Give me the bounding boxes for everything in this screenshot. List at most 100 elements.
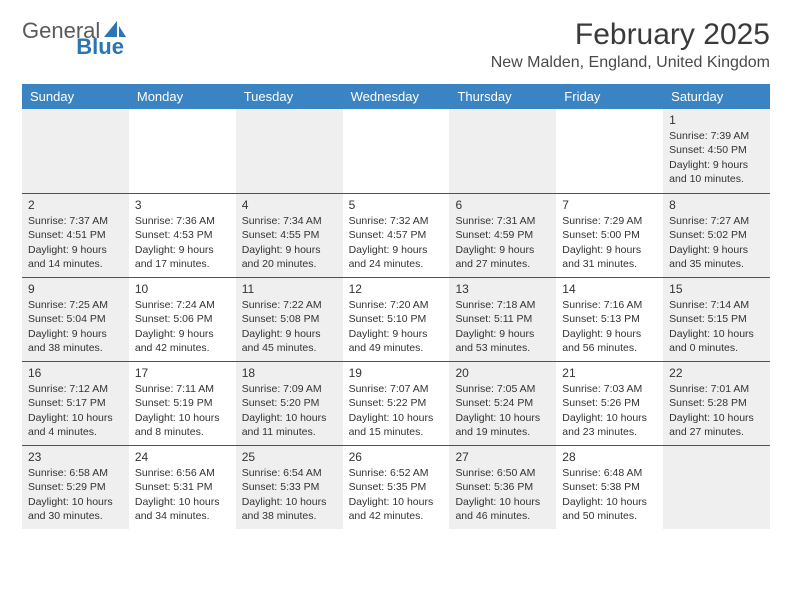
calendar-cell: 2Sunrise: 7:37 AMSunset: 4:51 PMDaylight… [22,194,129,277]
day-number: 8 [669,197,764,213]
calendar-cell: 14Sunrise: 7:16 AMSunset: 5:13 PMDayligh… [556,278,663,361]
sunset-text: Sunset: 4:55 PM [242,228,337,242]
calendar-cell: 16Sunrise: 7:12 AMSunset: 5:17 PMDayligh… [22,362,129,445]
sunrise-text: Sunrise: 7:39 AM [669,129,764,143]
sunset-text: Sunset: 5:02 PM [669,228,764,242]
daylight-text: Daylight: 9 hours and 20 minutes. [242,243,337,271]
calendar-cell: 22Sunrise: 7:01 AMSunset: 5:28 PMDayligh… [663,362,770,445]
sunset-text: Sunset: 4:57 PM [349,228,444,242]
day-number: 28 [562,449,657,465]
sunrise-text: Sunrise: 7:14 AM [669,298,764,312]
calendar-cell: 23Sunrise: 6:58 AMSunset: 5:29 PMDayligh… [22,446,129,529]
daylight-text: Daylight: 10 hours and 27 minutes. [669,411,764,439]
daylight-text: Daylight: 10 hours and 50 minutes. [562,495,657,523]
daylight-text: Daylight: 9 hours and 10 minutes. [669,158,764,186]
daylight-text: Daylight: 10 hours and 11 minutes. [242,411,337,439]
day-number: 18 [242,365,337,381]
calendar-cell: 11Sunrise: 7:22 AMSunset: 5:08 PMDayligh… [236,278,343,361]
day-header: Thursday [449,84,556,109]
sunset-text: Sunset: 5:00 PM [562,228,657,242]
sunset-text: Sunset: 5:15 PM [669,312,764,326]
sunrise-text: Sunrise: 7:05 AM [455,382,550,396]
calendar-cell: 21Sunrise: 7:03 AMSunset: 5:26 PMDayligh… [556,362,663,445]
daylight-text: Daylight: 9 hours and 49 minutes. [349,327,444,355]
calendar-cell [22,109,129,193]
sunset-text: Sunset: 5:26 PM [562,396,657,410]
calendar-cell [556,109,663,193]
sunrise-text: Sunrise: 7:22 AM [242,298,337,312]
page-header: General Blue February 2025 New Malden, E… [22,18,770,72]
sunset-text: Sunset: 5:06 PM [135,312,230,326]
daylight-text: Daylight: 10 hours and 46 minutes. [455,495,550,523]
day-number: 17 [135,365,230,381]
sunset-text: Sunset: 5:19 PM [135,396,230,410]
sunset-text: Sunset: 5:22 PM [349,396,444,410]
sunrise-text: Sunrise: 7:16 AM [562,298,657,312]
calendar-cell: 12Sunrise: 7:20 AMSunset: 5:10 PMDayligh… [343,278,450,361]
day-number: 20 [455,365,550,381]
sunset-text: Sunset: 5:33 PM [242,480,337,494]
day-number: 15 [669,281,764,297]
sunrise-text: Sunrise: 7:27 AM [669,214,764,228]
day-number: 14 [562,281,657,297]
sunrise-text: Sunrise: 6:56 AM [135,466,230,480]
sunrise-text: Sunrise: 6:54 AM [242,466,337,480]
calendar-cell: 10Sunrise: 7:24 AMSunset: 5:06 PMDayligh… [129,278,236,361]
calendar-cell: 18Sunrise: 7:09 AMSunset: 5:20 PMDayligh… [236,362,343,445]
daylight-text: Daylight: 9 hours and 35 minutes. [669,243,764,271]
calendar-cell: 19Sunrise: 7:07 AMSunset: 5:22 PMDayligh… [343,362,450,445]
calendar-cell: 25Sunrise: 6:54 AMSunset: 5:33 PMDayligh… [236,446,343,529]
weeks-container: 1Sunrise: 7:39 AMSunset: 4:50 PMDaylight… [22,109,770,529]
calendar-cell: 5Sunrise: 7:32 AMSunset: 4:57 PMDaylight… [343,194,450,277]
daylight-text: Daylight: 10 hours and 0 minutes. [669,327,764,355]
day-number: 19 [349,365,444,381]
daylight-text: Daylight: 9 hours and 31 minutes. [562,243,657,271]
sunrise-text: Sunrise: 6:52 AM [349,466,444,480]
daylight-text: Daylight: 9 hours and 53 minutes. [455,327,550,355]
sunrise-text: Sunrise: 7:01 AM [669,382,764,396]
day-number: 5 [349,197,444,213]
daylight-text: Daylight: 9 hours and 14 minutes. [28,243,123,271]
sunrise-text: Sunrise: 7:18 AM [455,298,550,312]
sunrise-text: Sunrise: 7:32 AM [349,214,444,228]
day-header: Friday [556,84,663,109]
day-number: 13 [455,281,550,297]
calendar-cell: 15Sunrise: 7:14 AMSunset: 5:15 PMDayligh… [663,278,770,361]
sunrise-text: Sunrise: 7:03 AM [562,382,657,396]
day-number: 11 [242,281,337,297]
calendar-cell: 3Sunrise: 7:36 AMSunset: 4:53 PMDaylight… [129,194,236,277]
day-number: 10 [135,281,230,297]
calendar-cell: 27Sunrise: 6:50 AMSunset: 5:36 PMDayligh… [449,446,556,529]
daylight-text: Daylight: 9 hours and 17 minutes. [135,243,230,271]
daylight-text: Daylight: 10 hours and 15 minutes. [349,411,444,439]
week-row: 2Sunrise: 7:37 AMSunset: 4:51 PMDaylight… [22,193,770,277]
daylight-text: Daylight: 10 hours and 30 minutes. [28,495,123,523]
title-block: February 2025 New Malden, England, Unite… [491,18,770,72]
calendar-cell: 17Sunrise: 7:11 AMSunset: 5:19 PMDayligh… [129,362,236,445]
sunrise-text: Sunrise: 6:58 AM [28,466,123,480]
calendar-cell: 7Sunrise: 7:29 AMSunset: 5:00 PMDaylight… [556,194,663,277]
calendar-cell [129,109,236,193]
calendar-cell: 4Sunrise: 7:34 AMSunset: 4:55 PMDaylight… [236,194,343,277]
sunrise-text: Sunrise: 7:25 AM [28,298,123,312]
day-number: 22 [669,365,764,381]
calendar-cell: 13Sunrise: 7:18 AMSunset: 5:11 PMDayligh… [449,278,556,361]
sunset-text: Sunset: 5:10 PM [349,312,444,326]
day-number: 9 [28,281,123,297]
month-title: February 2025 [491,18,770,52]
daylight-text: Daylight: 10 hours and 42 minutes. [349,495,444,523]
sunset-text: Sunset: 5:35 PM [349,480,444,494]
day-header: Monday [129,84,236,109]
week-row: 1Sunrise: 7:39 AMSunset: 4:50 PMDaylight… [22,109,770,193]
daylight-text: Daylight: 10 hours and 23 minutes. [562,411,657,439]
day-number: 3 [135,197,230,213]
calendar-cell [343,109,450,193]
daylight-text: Daylight: 10 hours and 4 minutes. [28,411,123,439]
sunset-text: Sunset: 5:20 PM [242,396,337,410]
sunset-text: Sunset: 5:04 PM [28,312,123,326]
daylight-text: Daylight: 9 hours and 27 minutes. [455,243,550,271]
day-header: Saturday [663,84,770,109]
sunset-text: Sunset: 5:11 PM [455,312,550,326]
sunrise-text: Sunrise: 7:12 AM [28,382,123,396]
sunrise-text: Sunrise: 7:07 AM [349,382,444,396]
